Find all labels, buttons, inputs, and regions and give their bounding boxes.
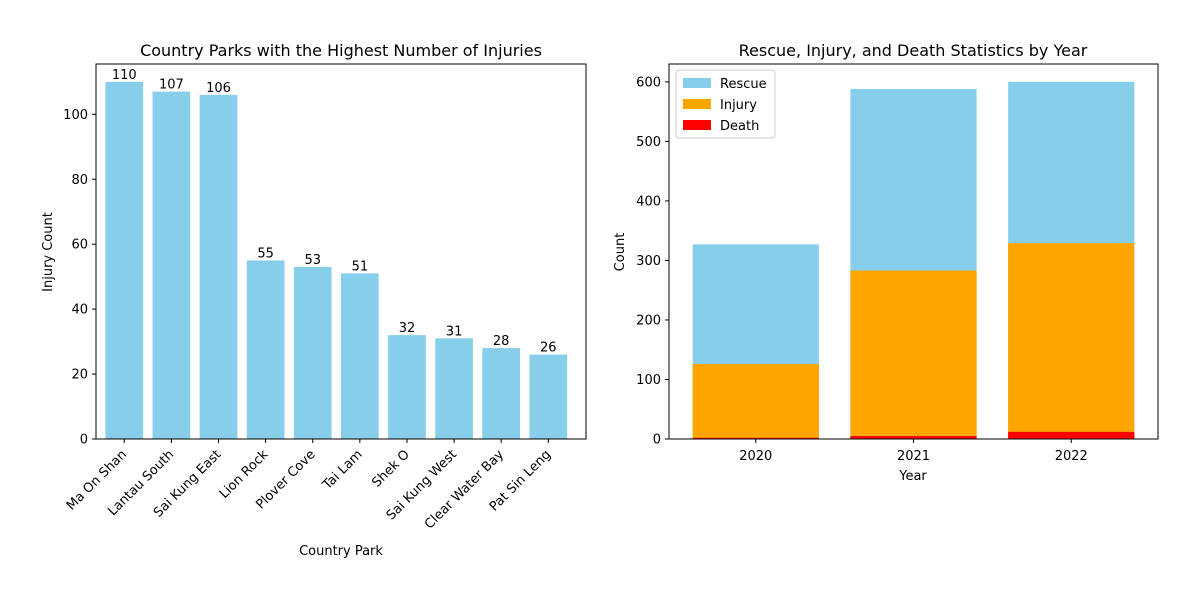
legend-label-injury: Injury: [720, 98, 757, 113]
chart1-x-axis-label: Country Park: [299, 544, 383, 559]
bar: [105, 81, 144, 439]
data-label: 28: [493, 334, 510, 349]
y-tick-label: 0: [80, 433, 88, 448]
y-tick-label: 40: [71, 303, 88, 318]
y-tick-label: 600: [636, 75, 661, 90]
bar: [388, 335, 426, 439]
yearly-stats-chart: Rescue, Injury, and Death Statistics by …: [613, 41, 1159, 484]
chart1-plot-frame: [95, 63, 587, 440]
data-label: 53: [304, 253, 321, 268]
chart2-x-axis-label: Year: [898, 469, 927, 484]
chart2-plot-frame: [668, 63, 1159, 440]
bar-death: [1008, 431, 1135, 439]
bar-death: [692, 437, 819, 439]
y-tick-label: 60: [71, 238, 88, 253]
chart1-y-axis-ticks: 0 20 40 60 80 100: [63, 108, 96, 448]
data-label: 106: [206, 81, 231, 96]
injuries-by-park-chart: Country Parks with the Highest Number of…: [41, 41, 587, 559]
data-label: 107: [159, 78, 184, 93]
legend-label-death: Death: [720, 119, 759, 134]
y-tick-label: 0: [653, 433, 661, 448]
chart2-y-axis-label: Count: [613, 233, 628, 272]
bar: [293, 266, 332, 439]
y-tick-label: 400: [636, 194, 661, 209]
bar: [246, 260, 285, 439]
data-label: 32: [399, 321, 416, 336]
data-label: 51: [352, 259, 369, 274]
bar: [482, 348, 521, 439]
chart1-bars: [105, 81, 568, 440]
data-label: 26: [540, 341, 557, 356]
bar-injury: [1008, 243, 1135, 439]
data-label: 110: [112, 68, 137, 83]
y-tick-label: 300: [636, 254, 661, 269]
bar: [152, 91, 191, 439]
chart1-title: Country Parks with the Highest Number of…: [140, 41, 542, 60]
y-tick-label: 500: [636, 135, 661, 150]
data-label: 31: [446, 324, 463, 339]
chart2-x-axis-ticks: 2020 2021 2022: [739, 439, 1088, 464]
chart2-title: Rescue, Injury, and Death Statistics by …: [739, 41, 1088, 60]
y-tick-label: 20: [71, 368, 88, 383]
legend-swatch-rescue: [683, 78, 711, 88]
bar-injury: [850, 270, 977, 439]
bar: [341, 273, 379, 439]
legend-swatch-death: [683, 120, 711, 130]
x-tick-label: 2021: [897, 449, 930, 464]
y-tick-label: 100: [636, 373, 661, 388]
chart2-legend: Rescue Injury Death: [675, 69, 776, 139]
legend-swatch-injury: [683, 99, 711, 109]
y-tick-label: 100: [63, 108, 88, 123]
chart1-data-labels: 110 107 106 55 53 51 32 31 28 26: [112, 68, 557, 356]
y-tick-label: 80: [71, 173, 88, 188]
legend-label-rescue: Rescue: [720, 77, 767, 92]
x-tick-label: 2022: [1055, 449, 1088, 464]
bar: [529, 354, 568, 439]
bar-death: [850, 436, 977, 439]
bar: [435, 338, 473, 439]
y-tick-label: 200: [636, 313, 661, 328]
bar-injury: [692, 364, 819, 439]
bar: [199, 94, 238, 440]
x-tick-label: 2020: [739, 449, 772, 464]
chart2-bars: [692, 81, 1135, 439]
chart2-y-axis-ticks: 0 100 200 300 400 500 600: [636, 75, 669, 448]
data-label: 55: [257, 246, 274, 261]
chart1-y-axis-label: Injury Count: [41, 212, 56, 292]
